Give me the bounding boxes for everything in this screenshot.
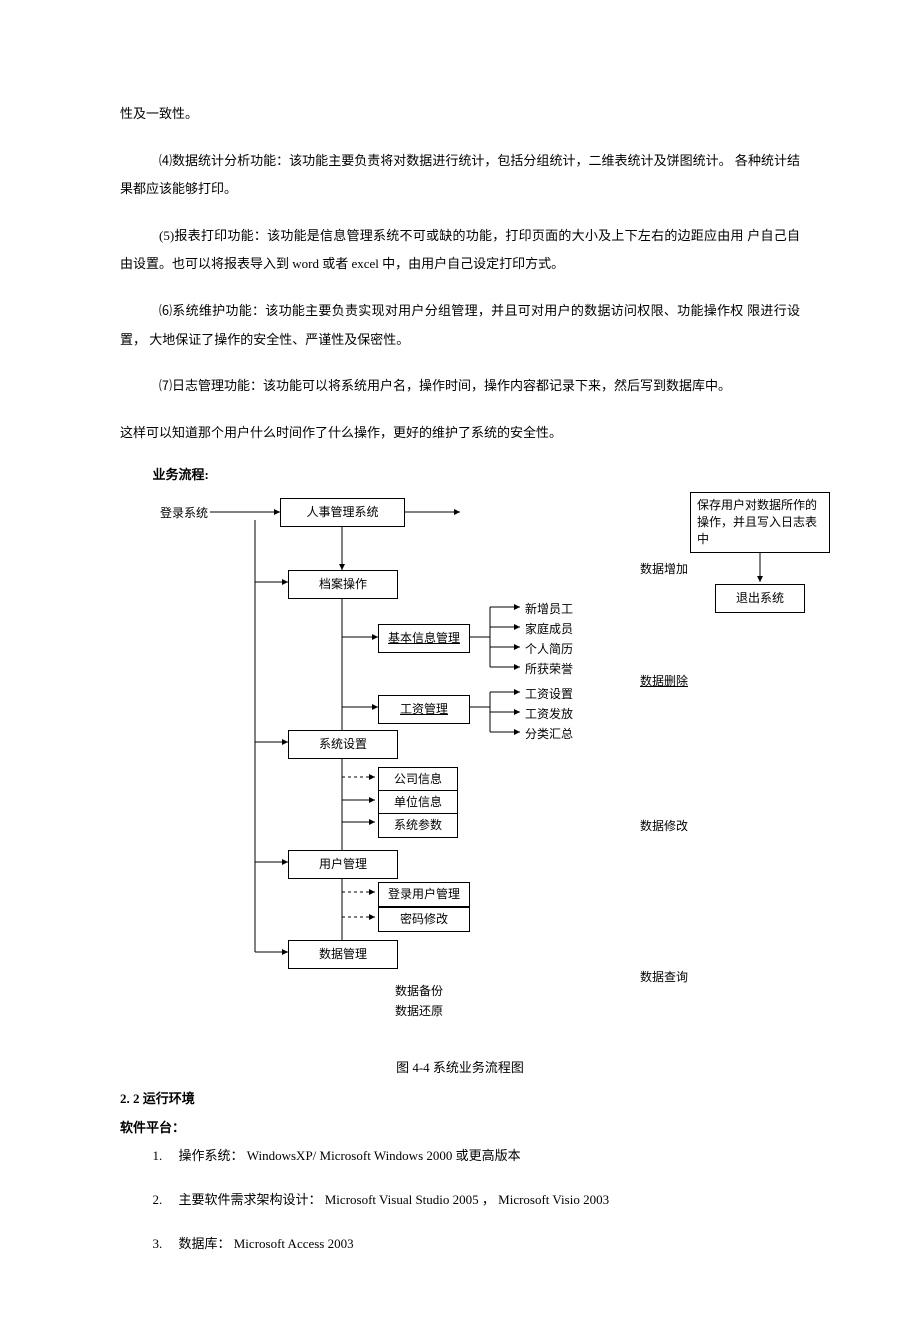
node-salary-mgmt: 工资管理	[378, 695, 470, 724]
leaf-data-1: 数据还原	[395, 1002, 443, 1021]
leaf-sys-0: 公司信息	[378, 767, 458, 792]
node-hr-system: 人事管理系统	[280, 498, 405, 527]
paragraph-8: 这样可以知道那个用户什么时间作了什么操作，更好的维护了系统的安全性。	[120, 419, 800, 448]
flowchart-arrows	[160, 492, 840, 1052]
leaf-sys-2: 系统参数	[378, 813, 458, 838]
leaf-basic-0: 新增员工	[525, 600, 573, 619]
leaf-salary-1: 工资发放	[525, 705, 573, 724]
leaf-basic-2: 个人简历	[525, 640, 573, 659]
side-op-query: 数据查询	[640, 968, 688, 987]
node-user-mgmt: 用户管理	[288, 850, 398, 879]
leaf-salary-0: 工资设置	[525, 685, 573, 704]
node-archive-op: 档案操作	[288, 570, 398, 599]
node-save-log: 保存用户对数据所作的操作，并且写入日志表中	[690, 492, 830, 552]
node-exit-system: 退出系统	[715, 584, 805, 613]
leaf-data-0: 数据备份	[395, 982, 443, 1001]
paragraph-7: ⑺日志管理功能：该功能可以将系统用户名，操作时间，操作内容都记录下来，然后写到数…	[120, 372, 800, 401]
side-op-delete: 数据删除	[640, 672, 688, 691]
node-sys-settings: 系统设置	[288, 730, 398, 759]
leaf-basic-3: 所获荣誉	[525, 660, 573, 679]
platform-item-3-text: 数据库： Microsoft Access 2003	[179, 1236, 354, 1251]
platform-item-3: 3.数据库： Microsoft Access 2003	[153, 1231, 801, 1257]
side-op-add: 数据增加	[640, 560, 688, 579]
platform-item-2-text: 主要软件需求架构设计： Microsoft Visual Studio 2005…	[179, 1192, 610, 1207]
platform-item-2: 2.主要软件需求架构设计： Microsoft Visual Studio 20…	[153, 1187, 801, 1213]
node-basic-info: 基本信息管理	[378, 624, 470, 653]
paragraph-5: (5)报表打印功能：该功能是信息管理系统不可或缺的功能，打印页面的大小及上下左右…	[120, 222, 800, 279]
flowchart: 登录系统 人事管理系统 档案操作 基本信息管理 工资管理 系统设置 用户管理 数…	[160, 492, 840, 1052]
leaf-user-1: 密码修改	[378, 907, 470, 932]
leaf-basic-1: 家庭成员	[525, 620, 573, 639]
leaf-sys-1: 单位信息	[378, 790, 458, 815]
leaf-salary-2: 分类汇总	[525, 725, 573, 744]
leaf-user-0: 登录用户管理	[378, 882, 470, 907]
platform-list: 1.操作系统： WindowsXP/ Microsoft Windows 200…	[153, 1143, 801, 1257]
paragraph-6: ⑹系统维护功能：该功能主要负责实现对用户分组管理，并且可对用户的数据访问权限、功…	[120, 297, 800, 354]
platform-item-1: 1.操作系统： WindowsXP/ Microsoft Windows 200…	[153, 1143, 801, 1169]
node-login: 登录系统	[160, 504, 208, 523]
node-data-mgmt: 数据管理	[288, 940, 398, 969]
paragraph-continuation: 性及一致性。	[120, 100, 800, 129]
paragraph-4: ⑷数据统计分析功能：该功能主要负责将对数据进行统计，包括分组统计，二维表统计及饼…	[120, 147, 800, 204]
side-op-modify: 数据修改	[640, 817, 688, 836]
section-2-2-heading: 2. 2 运行环境	[120, 1089, 800, 1110]
figure-caption: 图 4-4 系统业务流程图	[120, 1058, 800, 1079]
business-flow-heading: 业务流程:	[153, 465, 801, 486]
software-platform-label: 软件平台：	[120, 1118, 800, 1139]
platform-item-1-text: 操作系统： WindowsXP/ Microsoft Windows 2000 …	[179, 1148, 521, 1163]
